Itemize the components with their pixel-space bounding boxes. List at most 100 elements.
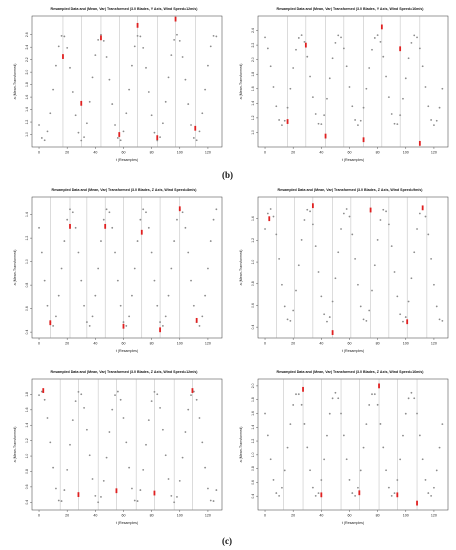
data-point — [326, 97, 328, 100]
data-point — [111, 103, 114, 105]
outlier-marker — [304, 42, 307, 48]
outlier-marker — [331, 330, 334, 335]
data-point — [181, 56, 184, 58]
outlier-marker — [311, 203, 314, 209]
data-point — [215, 35, 218, 38]
data-point — [88, 100, 91, 103]
data-point — [328, 316, 331, 318]
data-point — [289, 423, 292, 425]
outlier-marker — [80, 100, 83, 106]
data-point — [181, 211, 184, 214]
x-axis-label: t (Resamples) — [342, 158, 364, 162]
outlier-marker — [42, 388, 45, 393]
outlier-marker — [178, 206, 181, 212]
x-tick-label: 80 — [150, 151, 154, 155]
data-point — [413, 251, 416, 254]
data-point — [342, 212, 345, 215]
y-tick-label: 0.6 — [251, 303, 255, 308]
data-point — [150, 251, 153, 254]
data-point — [314, 113, 317, 115]
data-point — [69, 443, 71, 446]
data-point — [399, 458, 402, 461]
data-point — [368, 404, 371, 406]
data-point — [379, 40, 382, 43]
data-point — [376, 34, 379, 37]
data-point — [43, 279, 46, 282]
data-point — [116, 137, 119, 139]
data-point — [438, 106, 441, 109]
data-point — [379, 219, 382, 221]
data-point — [192, 304, 195, 307]
data-point — [94, 494, 97, 497]
data-point — [326, 320, 328, 323]
y-tick-label: 0.4 — [25, 330, 29, 335]
data-point — [266, 47, 269, 50]
data-point — [38, 226, 40, 229]
y-tick-label: 1.4 — [25, 107, 29, 112]
data-point — [38, 394, 40, 397]
x-tick-label: 40 — [319, 514, 323, 518]
data-point — [331, 397, 334, 400]
data-point — [351, 492, 354, 494]
data-point — [145, 66, 147, 69]
x-tick-label: 100 — [177, 514, 183, 518]
data-point — [430, 257, 433, 260]
data-point — [66, 46, 69, 49]
data-point — [396, 295, 399, 298]
data-point — [435, 119, 438, 122]
data-point — [184, 431, 187, 433]
chart-title: Resampled Data and (Mean, Var) Transform… — [51, 7, 199, 11]
data-point — [396, 479, 399, 481]
data-point — [385, 75, 387, 78]
outlier-marker — [416, 500, 418, 506]
data-point — [357, 486, 359, 489]
data-point — [105, 208, 108, 211]
data-point — [348, 215, 351, 218]
data-point — [438, 318, 441, 321]
data-point — [212, 500, 215, 502]
data-point — [128, 315, 131, 318]
data-point — [77, 251, 80, 254]
data-point — [292, 404, 295, 406]
data-point — [195, 398, 198, 401]
x-tick-label: 0 — [264, 151, 266, 155]
data-point — [91, 315, 94, 318]
data-point — [365, 319, 368, 322]
data-point — [421, 65, 424, 68]
data-point — [63, 240, 66, 242]
data-point — [354, 119, 357, 121]
data-point — [69, 66, 71, 69]
data-point — [94, 294, 97, 297]
data-point — [275, 105, 278, 108]
data-point — [176, 496, 178, 498]
data-point — [317, 492, 320, 495]
outlier-marker — [49, 320, 52, 326]
data-point — [201, 441, 204, 444]
data-point — [387, 96, 390, 98]
data-point — [292, 309, 295, 312]
chart-svg: Resampled Data and (Mean, Var) Transform… — [13, 188, 223, 353]
data-point — [114, 394, 116, 397]
data-point — [111, 408, 114, 411]
plot-frame — [257, 196, 449, 339]
data-point — [379, 423, 382, 425]
data-point — [266, 434, 269, 437]
x-tick-label: 0 — [38, 514, 40, 518]
data-point — [365, 423, 368, 425]
y-tick-label: 2.0 — [25, 70, 29, 75]
data-point — [60, 500, 63, 502]
data-point — [289, 87, 292, 90]
data-point — [74, 400, 77, 403]
data-point — [365, 87, 368, 90]
data-point — [133, 499, 136, 502]
chart-title: Resampled Data and (Mean, Var) Transform… — [277, 7, 425, 11]
data-point — [295, 48, 297, 51]
outlier-marker — [320, 492, 323, 498]
data-point — [416, 228, 418, 230]
data-point — [407, 300, 410, 303]
x-tick-label: 20 — [65, 342, 69, 346]
data-point — [153, 279, 156, 282]
y-tick-label: 2.0 — [251, 57, 255, 62]
data-point — [164, 315, 167, 318]
data-point — [161, 122, 164, 125]
